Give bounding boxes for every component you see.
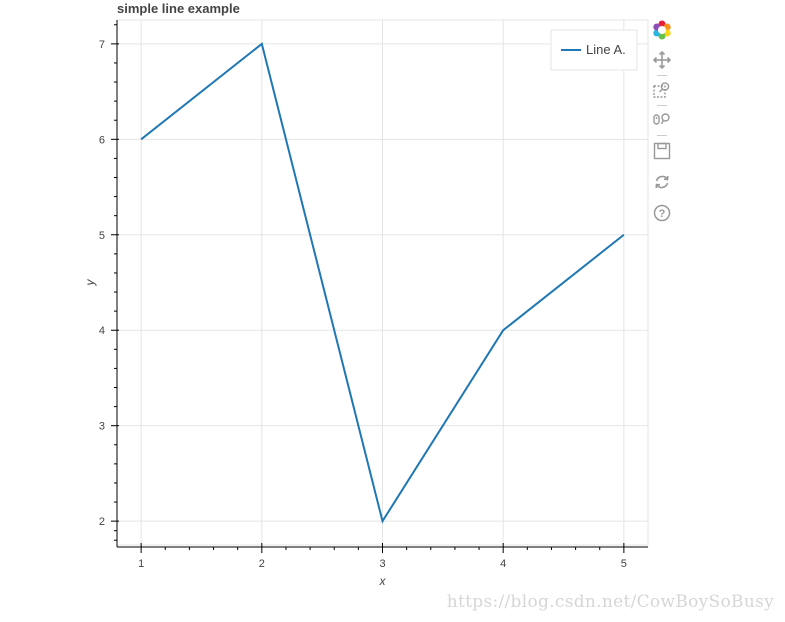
pan-icon[interactable]	[652, 50, 672, 70]
save-icon[interactable]	[652, 141, 672, 161]
y-tick-label: 2	[99, 516, 105, 528]
tick-labels: 1 2 3 4 5 2 3 4 5 6 7	[99, 39, 627, 570]
series-line	[140, 42, 625, 524]
help-icon[interactable]: ?	[652, 203, 672, 223]
grid-lines	[117, 20, 648, 545]
x-tick-label: 1	[138, 558, 144, 570]
y-tick-label: 4	[99, 325, 105, 337]
x-tick-label: 3	[379, 558, 385, 570]
y-tick-label: 7	[99, 39, 105, 51]
legend-label: Line A.	[586, 42, 626, 57]
x-tick-label: 5	[621, 558, 627, 570]
watermark: https://blog.csdn.net/CowBoySoBusy	[446, 592, 774, 612]
legend: Line A.	[550, 29, 638, 71]
x-tick-label: 2	[259, 558, 265, 570]
y-tick-label: 5	[99, 230, 105, 242]
series-layer	[140, 42, 625, 524]
bokeh-logo-icon[interactable]	[652, 20, 672, 40]
wheel-zoom-icon[interactable]	[652, 110, 672, 130]
y-tick-label: 3	[99, 421, 105, 433]
svg-text:?: ?	[659, 208, 666, 220]
reset-icon[interactable]	[652, 172, 672, 192]
axes	[111, 20, 648, 553]
y-tick-label: 6	[99, 134, 105, 146]
x-tick-label: 4	[500, 558, 506, 570]
y-axis-label: y	[83, 279, 97, 287]
chart-title: simple line example	[117, 1, 240, 16]
box-zoom-icon[interactable]	[652, 80, 672, 100]
x-axis-label: x	[379, 574, 387, 588]
